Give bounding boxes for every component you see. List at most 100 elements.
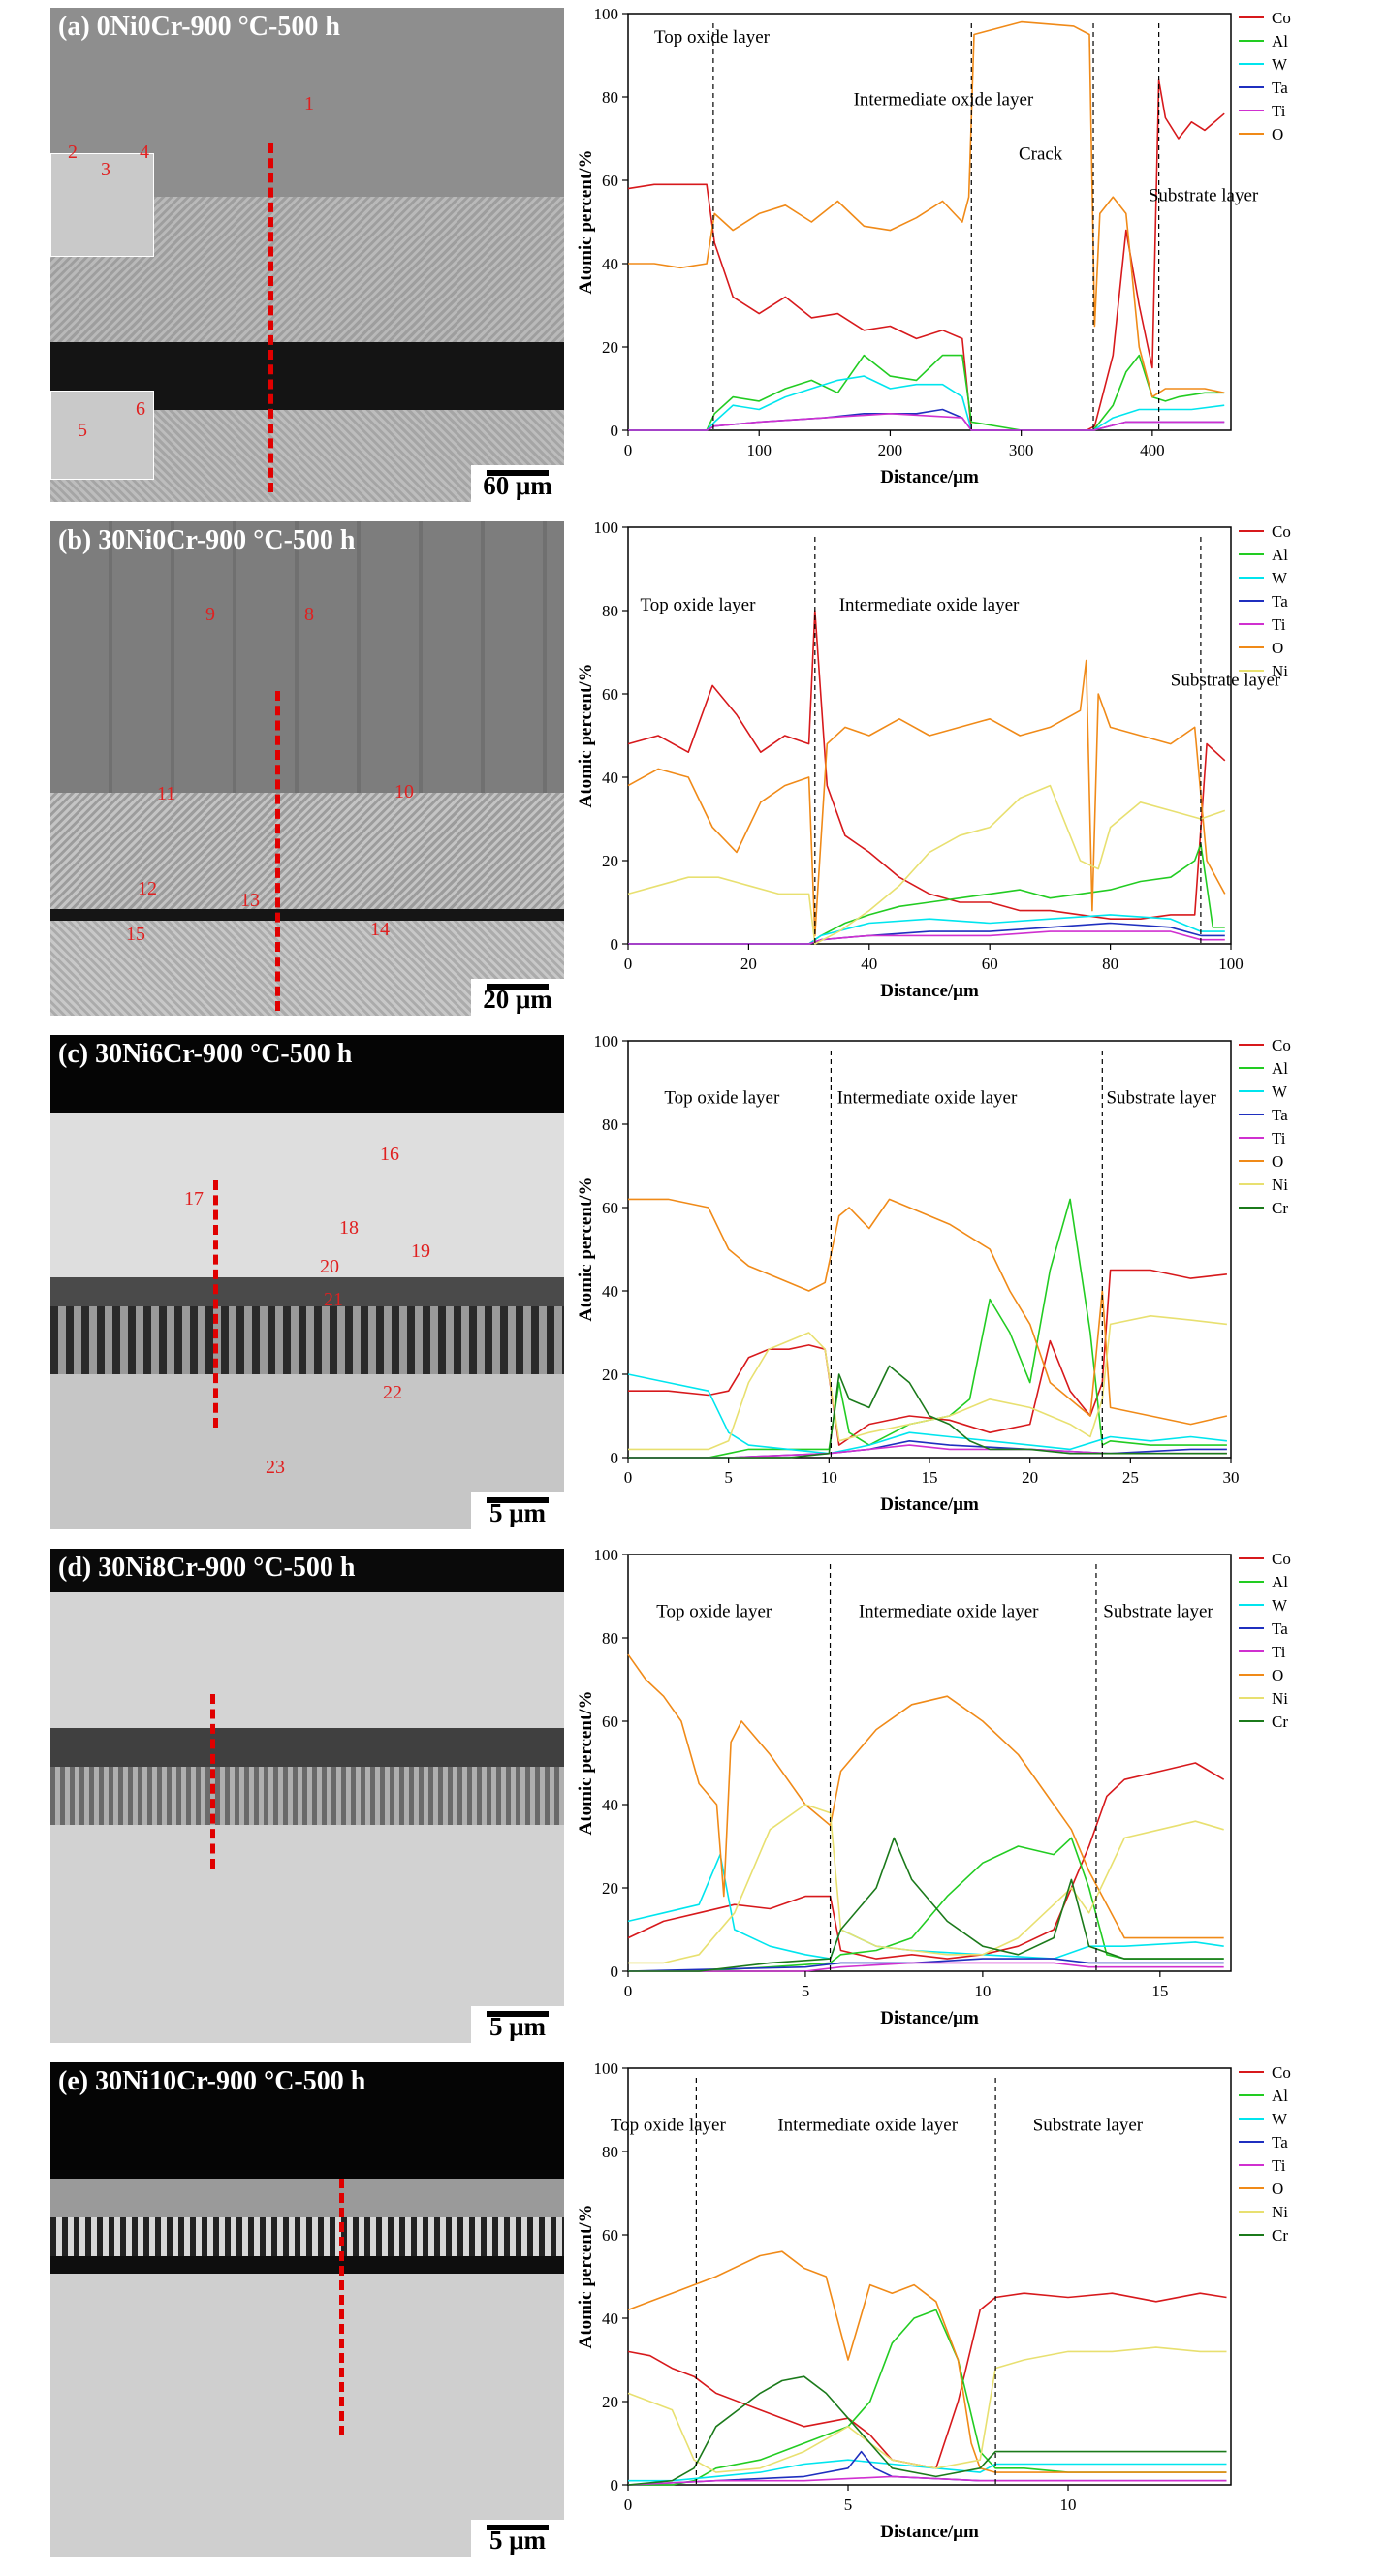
legend-label: W <box>1272 1596 1288 1615</box>
region-label: Intermediate oxide layer <box>837 1088 1018 1109</box>
y-tick-label: 80 <box>602 602 618 620</box>
legend-label: Co <box>1272 522 1291 541</box>
legend-label: W <box>1272 55 1288 74</box>
y-tick-label: 60 <box>602 1199 618 1217</box>
x-tick-label: 5 <box>802 1982 810 2000</box>
sem-image-a: (a) 0Ni0Cr-900 °C-500 h 1 2 3 4 5 6 60 μ… <box>50 8 564 502</box>
x-tick-label: 100 <box>1218 955 1244 973</box>
series-line-O <box>627 659 1226 937</box>
marker: 2 <box>68 141 78 163</box>
intermediate-band <box>50 1306 564 1374</box>
legend-label: Co <box>1272 2063 1291 2082</box>
y-tick-label: 100 <box>594 1032 619 1051</box>
legend-label: Cr <box>1272 1199 1288 1217</box>
plot-frame <box>627 13 1232 431</box>
marker: 17 <box>184 1188 204 1209</box>
legend-label: Ni <box>1272 1689 1288 1708</box>
panel-title: (d) 30Ni8Cr-900 °C-500 h <box>58 1553 356 1583</box>
scale-label: 5 μm <box>488 2526 547 2555</box>
top-oxide-band <box>50 2179 564 2217</box>
y-tick-label: 0 <box>611 935 619 954</box>
plot-frame <box>627 2067 1232 2486</box>
line-scan-path <box>268 143 273 492</box>
series-line-Ni <box>627 2346 1227 2473</box>
y-tick-label: 80 <box>602 2143 618 2161</box>
legend-label: Ti <box>1272 1129 1286 1147</box>
marker: 8 <box>304 604 314 625</box>
panel-e: (e) 30Ni10Cr-900 °C-500 h 5 μm 0 5 10 0 20 40… <box>0 2055 1386 2568</box>
legend-label: Ti <box>1272 102 1286 120</box>
x-tick-label: 60 <box>982 955 998 973</box>
marker: 18 <box>339 1217 359 1239</box>
y-axis-label: Atomic percent/% <box>576 2205 596 2349</box>
legend-label: Ta <box>1272 2133 1288 2152</box>
x-tick-label: 0 <box>624 441 633 459</box>
inset-bottom <box>50 391 154 480</box>
x-tick-label: 0 <box>624 1468 633 1487</box>
series-line-W <box>627 1373 1227 1455</box>
x-tick-label: 80 <box>1102 955 1118 973</box>
series-line-Al <box>628 1198 1227 1459</box>
panel-title: (b) 30Ni0Cr-900 °C-500 h <box>58 525 356 555</box>
line-scan-chart-a: 0 100 200 300 400 0 20 40 60 80 100 Distance/μm Atom… <box>572 0 1347 514</box>
top-oxide-band <box>50 521 564 793</box>
intermediate-band <box>50 793 564 909</box>
intermediate-band-dark <box>50 2256 564 2274</box>
x-axis-label: Distance/μm <box>880 2008 979 2028</box>
y-tick-label: 20 <box>602 852 618 870</box>
region-label: Crack <box>1019 144 1063 165</box>
series-line-Ni <box>628 1314 1227 1451</box>
x-tick-label: 10 <box>974 1982 991 2000</box>
y-tick-label: 0 <box>611 422 619 440</box>
x-tick-label: 15 <box>1151 1982 1168 2000</box>
region-label: Top oxide layer <box>611 2116 727 2136</box>
marker: 6 <box>136 398 145 420</box>
sem-image-b: (b) 30Ni0Cr-900 °C-500 h 8 9 10 11 12 13… <box>50 521 564 1016</box>
legend-label: W <box>1272 2110 1288 2128</box>
intermediate-band <box>50 1767 564 1825</box>
panel-b: (b) 30Ni0Cr-900 °C-500 h 8 9 10 11 12 13… <box>0 514 1386 1027</box>
x-tick-label: 20 <box>1022 1468 1038 1487</box>
panel-title: (a) 0Ni0Cr-900 °C-500 h <box>58 12 340 42</box>
legend-label: Cr <box>1272 1712 1288 1731</box>
top-oxide-band <box>50 1113 564 1277</box>
line-scan-chart-c: 0 5 10 15 20 25 30 0 20 40 60 80 100 Distance/μm Atomi… <box>572 1027 1347 1541</box>
x-axis-label: Distance/μm <box>880 1494 979 1515</box>
x-tick-label: 400 <box>1140 441 1165 459</box>
mount-band <box>50 1035 564 1113</box>
legend-label: Al <box>1272 1059 1288 1078</box>
scale-bar: 5 μm <box>471 1492 564 1529</box>
series-line-Al <box>628 2309 1227 2486</box>
series-line-W <box>628 2459 1227 2482</box>
y-tick-label: 20 <box>602 1366 618 1384</box>
marker: 23 <box>266 1457 285 1478</box>
mount-band <box>50 1549 564 1592</box>
region-label: Substrate layer <box>1033 2116 1144 2136</box>
region-label: Top oxide layer <box>640 595 756 615</box>
x-tick-label: 200 <box>878 441 903 459</box>
inset-top <box>50 153 154 257</box>
y-tick-label: 100 <box>594 1546 619 1564</box>
legend-label: Ti <box>1272 615 1286 634</box>
series-line-Ni <box>628 1804 1224 1964</box>
intermediate-band-dark <box>50 1277 564 1306</box>
chart-svg: 0 5 10 15 0 20 40 60 80 100 Distance/μm Atomic perc… <box>576 1546 1291 2028</box>
series-line-Ti <box>627 2475 1227 2486</box>
legend-label: Ti <box>1272 1643 1286 1661</box>
legend-label: Ni <box>1272 662 1288 680</box>
gap-line <box>50 909 564 921</box>
marker: 16 <box>380 1144 399 1165</box>
panel-d: (d) 30Ni8Cr-900 °C-500 h 5 μm 0 5 10 15 0 20 4… <box>0 1541 1386 2055</box>
series-line-Ti <box>628 1962 1224 1972</box>
intermediate-band-dark <box>50 1728 564 1767</box>
region-label: Top oxide layer <box>664 1088 780 1109</box>
y-tick-label: 100 <box>594 2059 619 2078</box>
x-axis-label: Distance/μm <box>880 2522 979 2542</box>
series-line-Co <box>627 2292 1227 2469</box>
marker: 19 <box>411 1241 430 1262</box>
series-line-W <box>628 914 1225 945</box>
y-tick-label: 80 <box>602 1629 618 1648</box>
series-line-O <box>627 2250 1227 2473</box>
y-tick-label: 0 <box>611 1449 619 1467</box>
series-line-Co <box>627 79 1225 431</box>
